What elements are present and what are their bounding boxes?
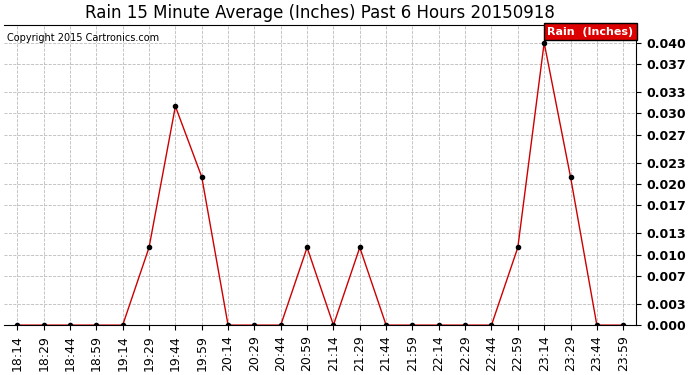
Title: Rain 15 Minute Average (Inches) Past 6 Hours 20150918: Rain 15 Minute Average (Inches) Past 6 H… bbox=[86, 4, 555, 22]
Text: Copyright 2015 Cartronics.com: Copyright 2015 Cartronics.com bbox=[8, 33, 159, 43]
Text: Rain  (Inches): Rain (Inches) bbox=[547, 27, 633, 37]
